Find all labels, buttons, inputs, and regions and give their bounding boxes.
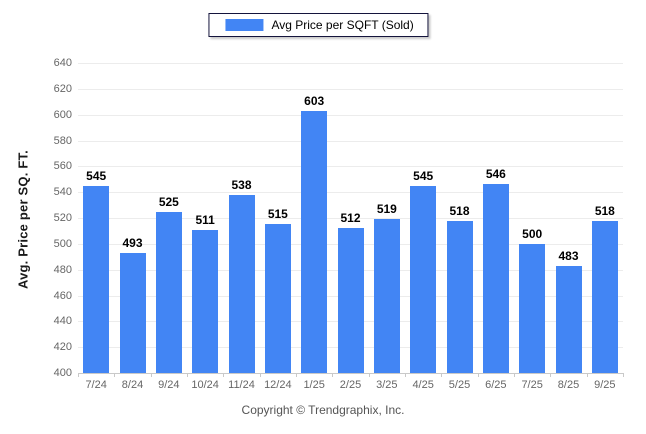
y-tick-label: 400 xyxy=(53,367,72,379)
x-tick-label: 7/25 xyxy=(521,379,543,391)
y-tick-label: 460 xyxy=(53,289,72,302)
bar-8/24 xyxy=(119,252,146,373)
plot-area: 545 493 525 511 538 515 603 512 519 545 518 546 500 4… xyxy=(78,63,623,374)
x-tick xyxy=(586,373,588,377)
bar-7/24 xyxy=(83,185,110,373)
copyright: Copyright © Trendgraphix, Inc. xyxy=(241,403,405,417)
legend-label: Avg Price per SQFT (Sold) xyxy=(271,18,414,32)
bar-value-label: 483 xyxy=(558,248,579,263)
y-tick-label: 500 xyxy=(53,237,72,250)
bar-12/24 xyxy=(264,224,291,373)
bar-value-label: 493 xyxy=(122,235,143,250)
x-tick xyxy=(150,373,152,377)
gridline xyxy=(78,166,623,168)
gridline xyxy=(78,373,623,374)
x-tick xyxy=(187,373,188,377)
y-tick-label: 520 xyxy=(53,212,72,224)
gridline xyxy=(78,140,623,142)
bar-1/25 xyxy=(301,110,328,373)
legend-swatch xyxy=(225,19,264,31)
x-tick xyxy=(296,373,297,377)
bar-value-label: 525 xyxy=(158,194,179,209)
bar-5/25 xyxy=(446,220,473,373)
bar-11/24 xyxy=(228,194,255,373)
x-tick xyxy=(78,373,79,377)
x-tick xyxy=(514,373,515,377)
x-tick-label: 8/25 xyxy=(557,379,580,391)
bar-4/25 xyxy=(410,185,437,373)
y-tick-label: 420 xyxy=(53,341,72,354)
bar-value-label: 512 xyxy=(340,211,361,226)
bar-value-label: 545 xyxy=(86,168,107,183)
x-tick-label: 8/24 xyxy=(121,379,144,391)
x-tick-label: 6/25 xyxy=(485,379,507,391)
bar-3/25 xyxy=(373,219,400,373)
bar-6/25 xyxy=(482,184,509,373)
gridline xyxy=(78,114,623,116)
x-tick-label: 5/25 xyxy=(448,379,471,391)
bar-9/24 xyxy=(155,211,182,373)
bar-8/25 xyxy=(555,265,582,373)
bar-value-label: 538 xyxy=(231,177,252,192)
x-tick-label: 10/24 xyxy=(191,379,219,391)
y-tick-label: 600 xyxy=(53,108,72,121)
gridline xyxy=(78,218,623,219)
bar-value-label: 515 xyxy=(267,207,288,222)
bar-value-label: 546 xyxy=(485,167,506,182)
x-tick xyxy=(332,373,334,377)
bar-7/25 xyxy=(519,243,546,373)
x-tick-label: 7/24 xyxy=(85,379,107,391)
x-tick xyxy=(368,373,370,377)
gridline xyxy=(78,192,623,194)
y-tick-label: 540 xyxy=(53,186,72,199)
y-tick-label: 580 xyxy=(53,134,72,147)
x-tick xyxy=(477,373,479,377)
x-tick-label: 11/24 xyxy=(228,379,255,391)
bar-9/25 xyxy=(591,220,618,373)
x-tick xyxy=(114,373,116,377)
y-tick-label: 620 xyxy=(53,82,72,95)
x-tick-label: 9/24 xyxy=(158,379,180,391)
x-tick-label: 2/25 xyxy=(339,379,362,391)
x-tick-label: 1/25 xyxy=(303,379,325,391)
y-tick-label: 560 xyxy=(53,160,72,173)
bar-value-label: 500 xyxy=(522,226,543,241)
x-tick xyxy=(405,373,406,377)
bar-10/24 xyxy=(192,229,219,373)
x-tick-label: 9/25 xyxy=(594,379,616,391)
gridline xyxy=(78,88,623,90)
bar-2/25 xyxy=(337,228,364,373)
bar-value-label: 603 xyxy=(304,93,325,108)
y-tick-label: 480 xyxy=(53,263,72,276)
bar-value-label: 518 xyxy=(449,203,470,218)
bar-value-label: 545 xyxy=(413,168,434,183)
x-tick xyxy=(441,373,443,377)
y-axis-title: Avg. Price per SQ. FT. xyxy=(15,150,31,290)
bar-value-label: 518 xyxy=(594,203,615,218)
x-tick-label: 3/25 xyxy=(376,379,398,391)
gridline xyxy=(78,63,623,64)
y-tick-label: 640 xyxy=(53,57,72,69)
x-tick xyxy=(259,373,261,377)
x-tick-label: 12/24 xyxy=(264,379,292,391)
x-tick-label: 4/25 xyxy=(412,379,434,391)
legend: Avg Price per SQFT (Sold) xyxy=(208,13,429,37)
bar-value-label: 519 xyxy=(376,202,397,217)
bar-value-label: 511 xyxy=(195,212,215,227)
y-tick-label: 440 xyxy=(53,315,72,328)
x-tick xyxy=(550,373,552,377)
x-tick xyxy=(623,373,624,377)
x-tick xyxy=(223,373,225,377)
